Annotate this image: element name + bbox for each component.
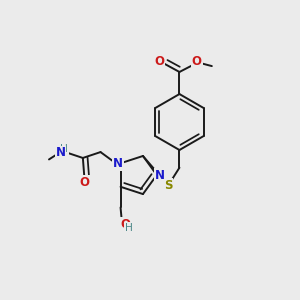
Text: O: O	[154, 56, 164, 68]
Text: S: S	[164, 179, 172, 192]
Text: O: O	[79, 176, 89, 189]
Text: O: O	[120, 218, 130, 231]
Text: H: H	[60, 144, 68, 154]
Text: N: N	[56, 146, 65, 160]
Text: O: O	[192, 56, 202, 68]
Text: H: H	[125, 223, 133, 233]
Text: N: N	[155, 169, 165, 182]
Text: N: N	[112, 157, 123, 170]
